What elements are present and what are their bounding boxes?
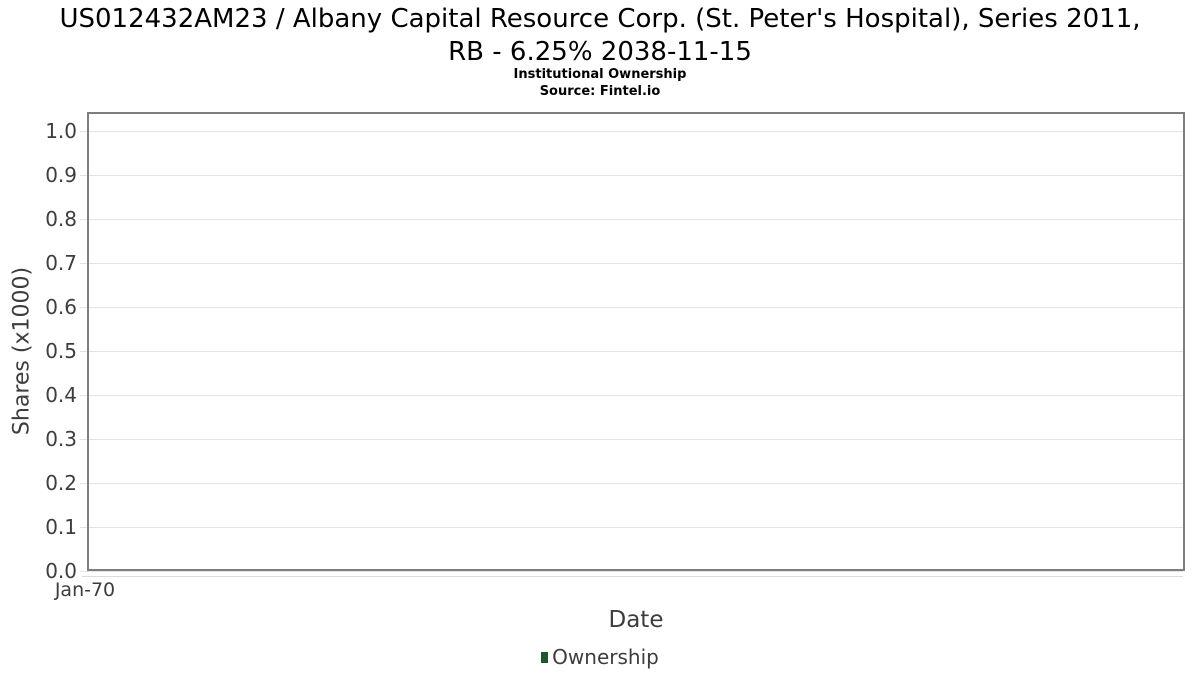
y-tick-label: 0.9 (45, 163, 77, 187)
chart-title-line-1: US012432AM23 / Albany Capital Resource C… (59, 4, 1141, 34)
y-tick-label: 0.7 (45, 251, 77, 275)
y-gridline (80, 263, 1183, 264)
y-tick-label: 1.0 (45, 119, 77, 143)
legend-swatch-icon (541, 651, 549, 663)
y-gridline (80, 439, 1183, 440)
y-gridline (80, 395, 1183, 396)
y-tick-label: 0.8 (45, 207, 77, 231)
legend-label: Ownership (552, 645, 659, 669)
chart-title-line-2: RB - 6.25% 2038-11-15 (448, 37, 752, 67)
plot-area (87, 112, 1185, 571)
y-tick-label: 0.2 (45, 471, 77, 495)
chart-subtitle: Institutional Ownership (513, 67, 687, 82)
x-axis-title: Date (608, 607, 664, 633)
y-gridline (80, 175, 1183, 176)
y-gridline (80, 131, 1183, 132)
chart-title: US012432AM23 / Albany Capital Resource C… (0, 3, 1200, 69)
y-tick-label: 0.3 (45, 427, 77, 451)
y-tick-label: 0.1 (45, 515, 77, 539)
y-gridline (80, 571, 1183, 572)
y-gridline (80, 351, 1183, 352)
y-gridline (80, 307, 1183, 308)
x-axis-line (82, 576, 1183, 577)
y-gridline (80, 527, 1183, 528)
y-axis-title: Shares (x1000) (9, 266, 35, 436)
y-gridline (80, 219, 1183, 220)
x-tick-label: Jan-70 (54, 579, 116, 601)
y-tick-label: 0.6 (45, 295, 77, 319)
y-tick-label: 0.4 (45, 383, 77, 407)
chart-source-credit: Source: Fintel.io (539, 84, 661, 99)
y-tick-label: 0.5 (45, 339, 77, 363)
y-gridline (80, 483, 1183, 484)
y-tick-label: 0.0 (45, 559, 77, 583)
legend-item-ownership[interactable]: Ownership (541, 645, 659, 669)
legend: Ownership (0, 645, 1200, 669)
